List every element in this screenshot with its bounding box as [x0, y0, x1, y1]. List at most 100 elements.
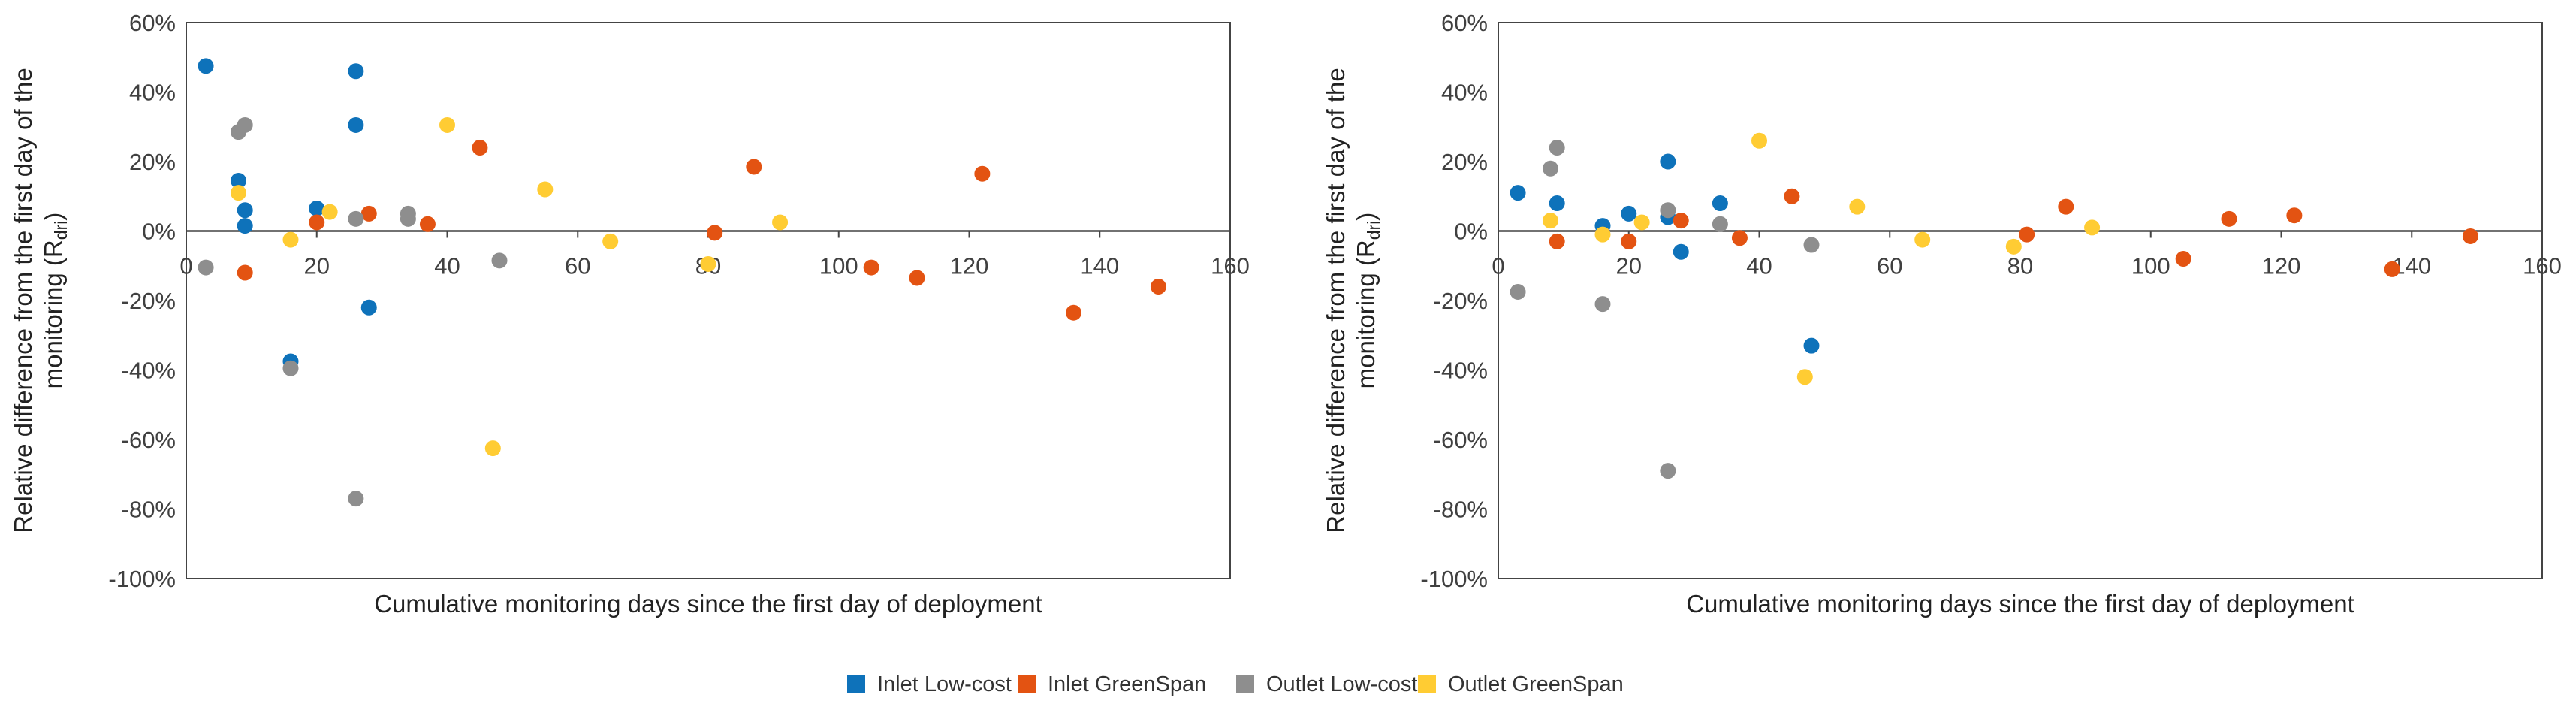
y-axis-title-close: ): [1352, 213, 1380, 221]
data-point-outlet-low-cost: [1594, 296, 1611, 313]
data-point-inlet-low-cost: [1803, 337, 1820, 354]
data-point-inlet-greenspan: [1673, 213, 1689, 229]
y-axis-title-line-1: Relative difference from the first day o…: [9, 68, 37, 533]
data-point-inlet-greenspan: [707, 225, 723, 241]
x-tick-label: 160: [2523, 253, 2562, 279]
data-point-outlet-low-cost: [348, 210, 364, 227]
y-axis-title-line-2: monitoring (Rdri): [1352, 213, 1383, 389]
data-point-inlet-low-cost: [1621, 205, 1637, 222]
data-point-outlet-greenspan: [2005, 238, 2022, 255]
data-point-outlet-low-cost: [1660, 463, 1676, 479]
x-tick-label: 20: [304, 253, 330, 279]
data-point-outlet-low-cost: [198, 259, 214, 276]
legend-label: Inlet GreenSpan: [1048, 672, 1206, 696]
y-axis-title-text: monitoring (R: [1352, 240, 1380, 388]
data-point-outlet-greenspan: [1633, 214, 1650, 231]
series-inlet-low-cost: [1510, 153, 1820, 354]
y-tick-label: -60%: [122, 427, 176, 453]
y-tick-label: 60%: [1441, 10, 1488, 36]
data-point-inlet-greenspan: [1621, 233, 1637, 249]
data-point-inlet-greenspan: [2221, 210, 2237, 227]
data-point-inlet-greenspan: [1150, 279, 1166, 295]
data-point-inlet-low-cost: [237, 218, 253, 234]
left-scatter-chart: 60%40%20%0%-20%-40%-60%-80%-100%02040608…: [9, 10, 1250, 618]
data-point-inlet-greenspan: [1549, 233, 1565, 249]
data-point-inlet-greenspan: [2019, 226, 2035, 243]
data-point-inlet-low-cost: [348, 116, 364, 133]
data-point-outlet-low-cost: [282, 360, 299, 376]
legend-label: Outlet Low-cost: [1266, 672, 1417, 696]
data-point-outlet-low-cost: [1543, 160, 1558, 177]
y-tick-label: -40%: [122, 358, 176, 384]
data-point-outlet-greenspan: [700, 255, 716, 272]
y-axis-title-text: monitoring (R: [39, 240, 67, 388]
data-point-inlet-greenspan: [2058, 198, 2074, 215]
x-tick-label: 120: [2262, 253, 2301, 279]
legend-item-outlet-greenspan: Outlet GreenSpan: [1418, 672, 1624, 696]
legend-label: Outlet GreenSpan: [1448, 672, 1624, 696]
x-tick-label: 100: [2131, 253, 2170, 279]
data-point-outlet-low-cost: [491, 252, 508, 269]
data-point-inlet-greenspan: [419, 216, 436, 232]
data-point-inlet-greenspan: [2175, 251, 2191, 267]
data-point-inlet-greenspan: [909, 270, 925, 286]
y-tick-label: 60%: [129, 10, 176, 36]
data-point-outlet-low-cost: [1549, 140, 1565, 156]
y-tick-label: 20%: [1441, 149, 1488, 175]
x-tick-label: 140: [1080, 253, 1119, 279]
data-point-outlet-low-cost: [1510, 283, 1526, 300]
x-tick-label: 100: [819, 253, 858, 279]
y-tick-label: 0%: [142, 219, 176, 245]
data-point-outlet-greenspan: [602, 233, 619, 249]
data-point-outlet-greenspan: [537, 181, 554, 198]
data-point-outlet-greenspan: [1751, 132, 1767, 149]
data-point-outlet-greenspan: [231, 185, 246, 201]
legend-swatch: [1418, 675, 1436, 693]
data-point-inlet-greenspan: [1066, 304, 1081, 321]
y-tick-label: 40%: [1441, 80, 1488, 106]
y-tick-label: 0%: [1454, 219, 1488, 245]
data-point-inlet-low-cost: [1510, 185, 1526, 201]
legend-label: Inlet Low-cost: [877, 672, 1012, 696]
legend-swatch: [1236, 675, 1254, 693]
data-point-inlet-greenspan: [2384, 261, 2400, 277]
y-tick-label: 40%: [129, 80, 176, 106]
data-point-outlet-greenspan: [1914, 231, 1931, 248]
chart-legend: Inlet Low-cost Inlet GreenSpan Outlet Low-…: [847, 672, 1624, 696]
data-point-inlet-low-cost: [1673, 243, 1689, 260]
data-point-outlet-greenspan: [439, 116, 455, 133]
x-tick-label: 0: [179, 253, 192, 279]
data-point-outlet-low-cost: [1660, 202, 1676, 219]
legend-item-inlet-low-cost: Inlet Low-cost: [847, 672, 1012, 696]
x-tick-label: 40: [1746, 253, 1772, 279]
data-point-inlet-low-cost: [1712, 195, 1728, 211]
data-point-inlet-greenspan: [472, 140, 488, 156]
x-tick-label: 20: [1616, 253, 1642, 279]
data-point-inlet-greenspan: [1731, 230, 1748, 246]
y-tick-label: -100%: [1420, 566, 1488, 592]
data-point-outlet-greenspan: [1796, 369, 1813, 385]
x-tick-label: 0: [1492, 253, 1504, 279]
y-axis-title-line-1: Relative difference from the first day o…: [1322, 68, 1350, 533]
y-tick-label: -80%: [122, 497, 176, 523]
series-outlet-low-cost: [1510, 140, 1820, 479]
legend-swatch: [1018, 675, 1036, 693]
data-point-outlet-greenspan: [1594, 226, 1611, 243]
y-tick-label: 20%: [129, 149, 176, 175]
data-point-inlet-low-cost: [309, 200, 325, 216]
legend-item-outlet-low-cost: Outlet Low-cost: [1236, 672, 1417, 696]
data-point-outlet-greenspan: [484, 440, 501, 457]
x-tick-label: 120: [950, 253, 989, 279]
series-inlet-greenspan: [237, 140, 1166, 321]
y-tick-label: -20%: [1434, 288, 1488, 314]
data-point-inlet-greenspan: [1784, 188, 1800, 204]
y-axis-title-line-2: monitoring (Rdri): [39, 213, 71, 389]
y-axis-title-subscript: dri: [51, 221, 71, 240]
data-point-outlet-greenspan: [321, 204, 338, 220]
data-point-inlet-low-cost: [198, 58, 214, 74]
data-point-inlet-greenspan: [2462, 228, 2478, 244]
data-point-outlet-low-cost: [1712, 216, 1728, 232]
data-point-inlet-greenspan: [2286, 207, 2303, 224]
data-point-inlet-greenspan: [974, 165, 991, 182]
